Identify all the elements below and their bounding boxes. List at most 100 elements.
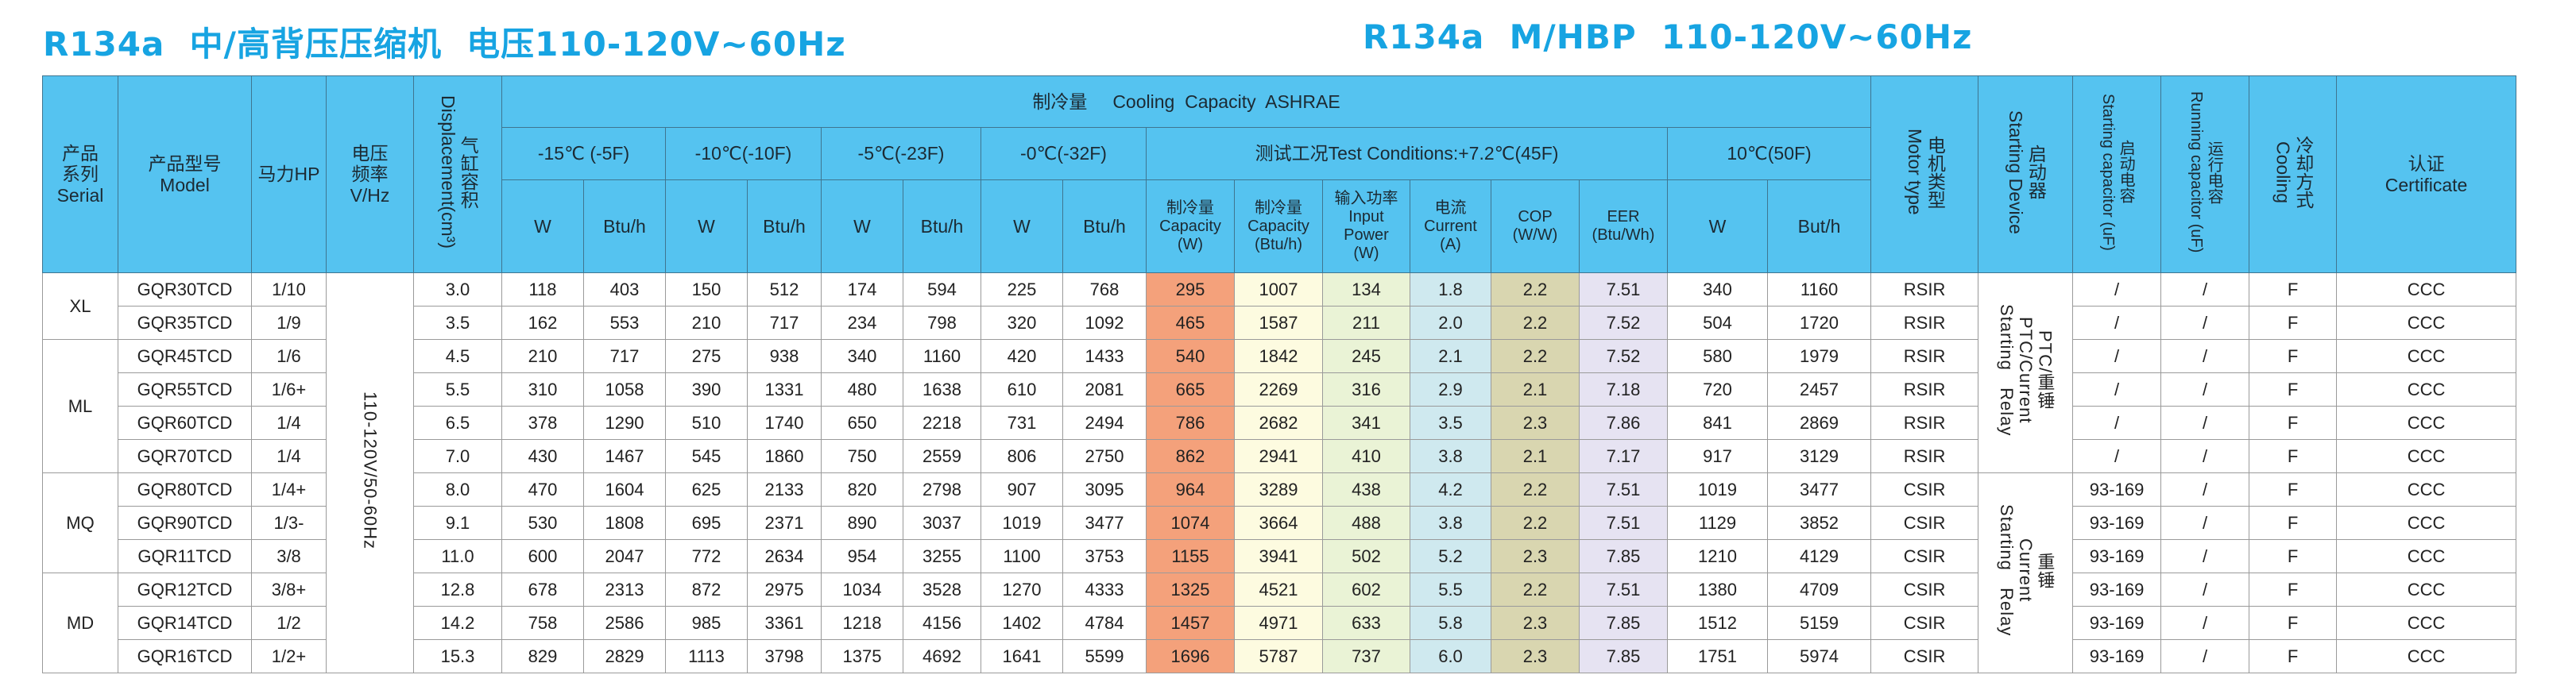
cell-starting-capacitor: 93-169 (2072, 539, 2162, 573)
cell-current: 3.8 (1410, 439, 1491, 473)
cell-capacity-w: 1155 (1146, 539, 1235, 573)
cell-certificate: CCC (2336, 339, 2517, 373)
cell-starting-capacitor: / (2072, 306, 2162, 340)
cell-w-minus5: 340 (821, 339, 903, 373)
unit-but: But/h (1766, 179, 1872, 273)
unit-w: W (501, 179, 584, 273)
cell-btu-10c: 2869 (1766, 406, 1872, 440)
starter-cn: 启动器 (2025, 145, 2047, 200)
cell-cop: 2.3 (1491, 406, 1580, 440)
cell-model: GQR12TCD (118, 573, 252, 607)
cell-running-capacitor: / (2160, 339, 2250, 373)
cell-certificate: CCC (2336, 539, 2517, 573)
cell-motor-type: CSIR (1870, 506, 1979, 540)
header-starting-device: 启动器 Starting Device (1978, 75, 2074, 273)
cell-capacity-btu: 1007 (1234, 272, 1323, 307)
cell-capacity-btu: 1587 (1234, 306, 1323, 340)
cell-eer: 7.18 (1579, 372, 1668, 407)
cell-model: GQR70TCD (118, 439, 252, 473)
cell-current: 2.0 (1410, 306, 1491, 340)
cell-displacement: 7.0 (413, 439, 502, 473)
table-row: ML GQR45TCD 1/6 4.5 210 717 275 938 340 1160 420 14… (42, 339, 2517, 473)
cell-serial: MD (42, 573, 118, 673)
cell-capacity-w: 862 (1146, 439, 1235, 473)
cell-capacity-btu: 3941 (1234, 539, 1323, 573)
cell-motor-type: RSIR (1870, 339, 1979, 373)
unit-btu: Btu/h (1062, 179, 1147, 273)
header-temp-minus5: -5℃(-23F) (821, 127, 981, 180)
header-capacity-w: 制冷量 Capacity (W) (1146, 179, 1235, 273)
cooling-en: Cooling (2272, 141, 2294, 203)
cell-btu-minus15: 2586 (583, 606, 666, 640)
table-row: GQR35TCD 1/9 3.5 162 553 210 717 234 798 320 1092 4… (43, 306, 2517, 340)
displacement-en: Displacement(cm³) (438, 95, 458, 249)
cell-btu-minus5: 2218 (903, 406, 981, 440)
cell-capacity-btu: 4971 (1234, 606, 1323, 640)
cell-certificate: CCC (2336, 406, 2517, 440)
cell-capacity-w: 786 (1146, 406, 1235, 440)
cell-w-minus10: 275 (665, 339, 748, 373)
cell-w-minus10: 510 (665, 406, 748, 440)
cell-input-power: 211 (1322, 306, 1410, 340)
cell-motor-type: RSIR (1870, 272, 1979, 307)
cell-eer: 7.86 (1579, 406, 1668, 440)
cell-input-power: 633 (1322, 606, 1410, 640)
cell-input-power: 245 (1322, 339, 1410, 373)
cell-w-minus10: 545 (665, 439, 748, 473)
cell-hp: 1/6+ (251, 372, 327, 407)
cell-cooling: F (2249, 406, 2338, 440)
cell-w-minus5: 174 (821, 272, 903, 307)
cell-w-0: 1641 (981, 639, 1063, 673)
table-row: GQR90TCD 1/3- 9.1 530 1808 695 2371 890 3037 1019… (43, 506, 2517, 540)
cell-hp: 1/3- (251, 506, 327, 540)
cell-current: 3.5 (1410, 406, 1491, 440)
cell-eer: 7.52 (1579, 306, 1668, 340)
cell-eer: 7.52 (1579, 339, 1668, 373)
cell-w-minus10: 1113 (665, 639, 748, 673)
cell-w-10c: 1380 (1667, 573, 1768, 607)
cell-certificate: CCC (2336, 272, 2517, 307)
cell-motor-type: RSIR (1870, 406, 1979, 440)
cell-cooling: F (2249, 606, 2338, 640)
cell-displacement: 4.5 (413, 339, 502, 373)
cell-btu-0: 2081 (1062, 372, 1147, 407)
cell-btu-minus5: 798 (903, 306, 981, 340)
startcap-cn: 启动电容 (2117, 140, 2135, 204)
cell-running-capacitor: / (2160, 639, 2250, 673)
cell-eer: 7.17 (1579, 439, 1668, 473)
cell-btu-minus10: 2634 (747, 539, 822, 573)
cell-hp: 1/4+ (251, 472, 327, 507)
cell-displacement: 9.1 (413, 506, 502, 540)
cell-capacity-w: 295 (1146, 272, 1235, 307)
cell-btu-10c: 5974 (1766, 639, 1872, 673)
cell-capacity-w: 465 (1146, 306, 1235, 340)
cell-btu-minus15: 1808 (583, 506, 666, 540)
cell-input-power: 502 (1322, 539, 1410, 573)
cell-cooling: F (2249, 372, 2338, 407)
cell-btu-0: 1433 (1062, 339, 1147, 373)
table-row: XL GQR30TCD 1/10 110-120V/50-60Hz 3.0 118 403 1… (42, 272, 2517, 673)
starting-device-value: 重锤 Current Starting Relay (1996, 504, 2056, 637)
cell-btu-minus5: 3037 (903, 506, 981, 540)
table-row: MQ GQR80TCD 1/4+ 8.0 470 1604 625 2133 820 2798 90… (42, 472, 2517, 673)
cell-hp: 1/9 (251, 306, 327, 340)
title-chinese: R134a 中/高背压压缩机 电压110-120V~60Hz (43, 25, 846, 64)
cell-btu-minus15: 1604 (583, 472, 666, 507)
table-row: GQR14TCD 1/2 14.2 758 2586 985 3361 1218 4156 140… (43, 606, 2517, 640)
header-certificate: 认证 Certificate (2336, 75, 2517, 273)
header-cop: COP (W/W) (1491, 179, 1580, 273)
header-cooling: 冷却方式 Cooling (2249, 75, 2338, 273)
cell-btu-minus15: 553 (583, 306, 666, 340)
cell-btu-10c: 4709 (1766, 573, 1872, 607)
cell-w-10c: 340 (1667, 272, 1768, 307)
cell-certificate: CCC (2336, 606, 2517, 640)
header-temp-10: 10℃(50F) (1666, 127, 1872, 180)
cell-motor-type: RSIR (1870, 306, 1979, 340)
cell-certificate: CCC (2336, 472, 2517, 507)
cell-cop: 2.1 (1491, 439, 1580, 473)
cell-model: GQR90TCD (118, 506, 252, 540)
cell-capacity-btu: 3664 (1234, 506, 1323, 540)
motor-en: Motor type (1905, 129, 1926, 216)
cell-input-power: 341 (1322, 406, 1410, 440)
voltage-value: 110-120V/50-60Hz (360, 391, 381, 550)
